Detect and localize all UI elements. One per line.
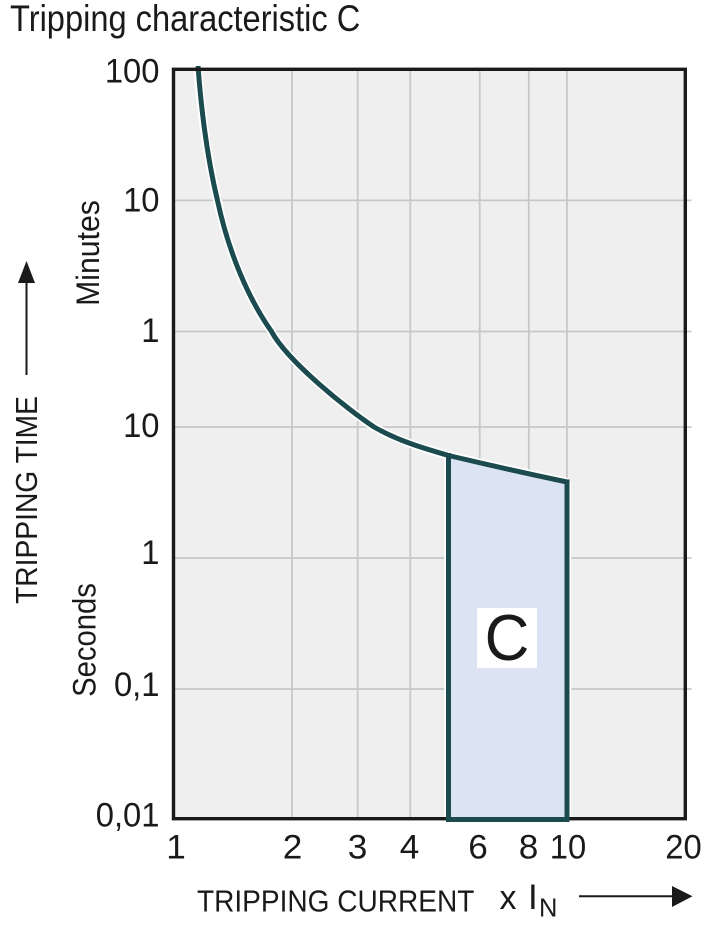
svg-text:Tripping characteristic C: Tripping characteristic C (10, 0, 360, 40)
svg-text:x: x (500, 879, 517, 917)
svg-text:Seconds: Seconds (66, 583, 103, 697)
svg-text:0,1: 0,1 (114, 666, 160, 704)
svg-text:4: 4 (400, 828, 420, 867)
svg-text:10: 10 (123, 182, 159, 220)
svg-text:TRIPPING TIME: TRIPPING TIME (10, 396, 45, 604)
svg-text:1: 1 (141, 534, 159, 572)
svg-text:TRIPPING CURRENT: TRIPPING CURRENT (197, 884, 475, 918)
svg-text:10: 10 (123, 407, 159, 445)
svg-text:1: 1 (166, 828, 186, 867)
svg-text:0,01: 0,01 (96, 797, 160, 835)
svg-text:Minutes: Minutes (70, 200, 106, 306)
svg-text:8: 8 (519, 828, 539, 867)
svg-text:20: 20 (665, 829, 701, 867)
svg-text:N: N (539, 895, 557, 923)
svg-text:10: 10 (550, 829, 586, 867)
svg-text:I: I (528, 878, 538, 917)
svg-text:C: C (485, 603, 530, 674)
svg-text:100: 100 (105, 53, 160, 91)
svg-text:6: 6 (468, 828, 488, 867)
svg-text:2: 2 (283, 828, 303, 867)
svg-text:1: 1 (141, 312, 159, 350)
svg-text:3: 3 (348, 828, 368, 867)
